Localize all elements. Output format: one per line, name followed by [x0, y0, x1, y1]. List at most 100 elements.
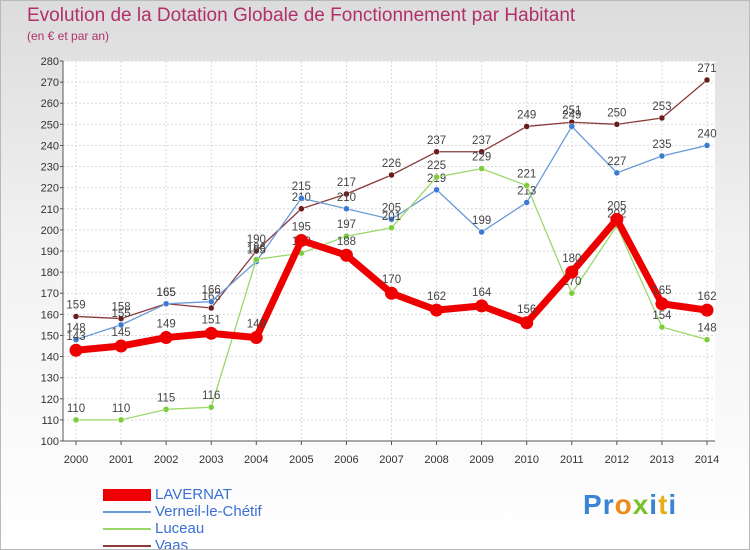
data-label-vaas: 163 [202, 291, 221, 303]
data-label-lavernat: 149 [247, 319, 266, 331]
y-tick-label: 180 [41, 267, 59, 279]
data-label-luceau: 221 [517, 169, 536, 181]
y-tick-label: 200 [41, 225, 59, 237]
data-point-vaas [298, 205, 305, 213]
data-label-verneil-le-chetif: 240 [697, 128, 716, 140]
data-point-lavernat [159, 331, 173, 345]
x-tick-label: 2011 [560, 454, 584, 466]
data-point-vaas [343, 190, 350, 198]
data-point-luceau [658, 323, 666, 331]
y-tick-label: 140 [41, 352, 59, 364]
data-label-luceau: 110 [67, 403, 85, 415]
data-point-vaas [207, 304, 215, 312]
chart-subtitle: (en € et par an) [27, 29, 110, 43]
legend-label: Vaas [155, 537, 189, 550]
data-point-lavernat [565, 265, 579, 279]
data-point-lavernat [249, 331, 263, 345]
data-point-luceau [162, 406, 170, 413]
data-point-verneil-le-chetif [388, 216, 395, 223]
y-tick-label: 130 [41, 373, 59, 385]
data-point-lavernat [430, 303, 444, 317]
data-point-vaas [117, 315, 125, 322]
data-label-lavernat: 151 [202, 314, 221, 326]
y-tick-label: 220 [41, 183, 59, 195]
data-label-lavernat: 195 [292, 221, 311, 233]
data-label-luceau: 154 [652, 310, 672, 322]
data-label-vaas: 249 [517, 109, 536, 121]
data-point-verneil-le-chetif [343, 205, 350, 213]
y-tick-label: 100 [41, 436, 59, 448]
data-label-luceau: 115 [157, 392, 175, 404]
data-label-luceau: 201 [382, 211, 401, 223]
chart-title: Evolution de la Dotation Globale de Fonc… [27, 5, 576, 26]
data-label-lavernat: 162 [427, 291, 446, 303]
x-tick-label: 2004 [244, 454, 268, 466]
data-label-luceau: 229 [472, 152, 491, 164]
x-tick-label: 2002 [154, 454, 178, 466]
data-label-verneil-le-chetif: 148 [66, 323, 85, 335]
data-point-verneil-le-chetif [613, 169, 621, 177]
data-label-verneil-le-chetif: 235 [652, 139, 671, 151]
data-label-lavernat: 143 [66, 331, 85, 343]
chart-legend: LAVERNAT Verneil-le-Chétif Luceau Vaas [103, 486, 303, 550]
data-point-luceau [253, 256, 260, 263]
data-point-lavernat [610, 212, 624, 226]
proxiti-logo: Proxiti [583, 489, 678, 520]
data-point-luceau [433, 173, 440, 181]
data-label-luceau: 225 [427, 160, 446, 172]
data-point-verneil-le-chetif [658, 152, 666, 160]
y-tick-label: 230 [41, 162, 59, 174]
data-label-verneil-le-chetif: 199 [472, 215, 491, 227]
data-point-verneil-le-chetif [298, 194, 305, 202]
data-label-vaas: 271 [697, 63, 716, 75]
data-point-vaas [613, 121, 621, 128]
data-label-vaas: 251 [562, 105, 581, 117]
x-tick-label: 2005 [289, 454, 313, 466]
data-label-verneil-le-chetif: 249 [562, 109, 581, 121]
data-label-lavernat: 165 [652, 285, 671, 297]
legend-swatch [103, 545, 151, 547]
data-label-verneil-le-chetif: 213 [517, 185, 536, 197]
data-point-luceau [523, 182, 530, 189]
data-point-verneil-le-chetif [523, 199, 530, 206]
data-point-vaas [523, 123, 530, 130]
data-point-verneil-le-chetif [162, 300, 170, 308]
legend-swatch [103, 511, 151, 513]
data-label-verneil-le-chetif: 166 [202, 285, 221, 297]
data-label-vaas: 190 [247, 234, 266, 246]
data-point-luceau [343, 232, 350, 240]
y-tick-label: 240 [41, 140, 59, 152]
data-label-verneil-le-chetif: 227 [607, 156, 626, 168]
data-label-luceau: 197 [337, 219, 356, 231]
data-point-luceau [703, 336, 711, 343]
y-tick-label: 120 [41, 394, 59, 406]
data-label-vaas: 253 [652, 101, 671, 113]
data-point-luceau [117, 416, 125, 424]
legend-item-verneil-le-chetif: Verneil-le-Chétif [103, 503, 303, 520]
y-tick-label: 210 [41, 204, 59, 216]
legend-item-luceau: Luceau [103, 520, 303, 537]
legend-item-lavernat: LAVERNAT [103, 486, 303, 503]
data-point-lavernat [69, 343, 83, 357]
data-point-lavernat [655, 297, 669, 311]
data-point-luceau [568, 289, 576, 297]
legend-item-vaas: Vaas [103, 537, 303, 550]
data-label-lavernat: 188 [337, 236, 356, 248]
data-label-vaas: 237 [472, 135, 491, 147]
data-point-lavernat [385, 286, 398, 300]
x-tick-label: 2010 [514, 454, 538, 466]
y-tick-label: 250 [41, 119, 59, 131]
data-label-luceau: 110 [112, 403, 130, 415]
data-label-verneil-le-chetif: 210 [337, 192, 356, 204]
x-tick-label: 2008 [424, 454, 448, 466]
data-point-lavernat [204, 326, 218, 340]
data-label-vaas: 217 [337, 177, 356, 189]
legend-label: LAVERNAT [155, 486, 232, 503]
data-label-vaas: 159 [66, 299, 85, 311]
y-tick-label: 260 [41, 98, 59, 110]
data-point-verneil-le-chetif [703, 142, 711, 149]
data-point-vaas [433, 148, 440, 156]
x-tick-label: 2007 [379, 454, 403, 466]
data-label-verneil-le-chetif: 205 [382, 202, 401, 214]
